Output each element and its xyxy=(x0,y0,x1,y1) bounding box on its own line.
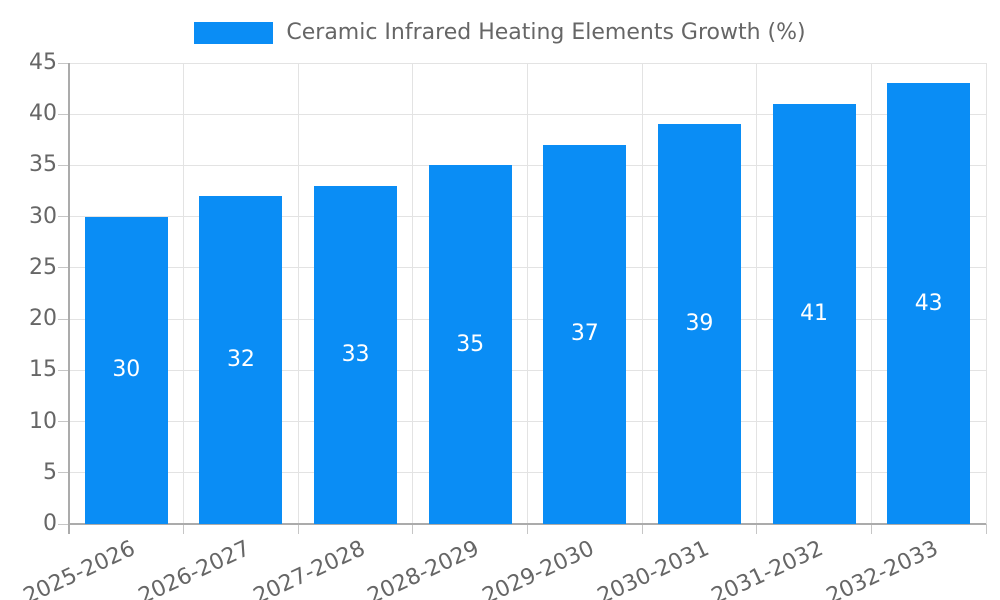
y-tick-mark xyxy=(58,472,69,474)
y-tick-mark xyxy=(58,523,69,525)
bar xyxy=(772,103,856,524)
bar xyxy=(428,165,512,524)
bar xyxy=(887,83,971,524)
bar-value-label: 35 xyxy=(456,331,485,357)
x-tick-mark xyxy=(641,524,643,534)
x-tick-mark xyxy=(183,524,185,534)
x-tick-mark xyxy=(297,524,299,534)
v-gridline xyxy=(527,63,528,524)
y-tick-label: 5 xyxy=(43,459,57,485)
bar-value-label: 43 xyxy=(914,290,943,316)
y-tick-mark xyxy=(58,318,69,320)
v-gridline xyxy=(756,63,758,524)
x-tick-mark xyxy=(870,524,872,534)
v-gridline xyxy=(641,63,643,524)
y-tick-label: 25 xyxy=(29,254,57,280)
y-tick-label: 20 xyxy=(29,306,57,332)
x-tick-label: 2031-2032 xyxy=(707,536,828,600)
legend-label: Ceramic Infrared Heating Elements Growth… xyxy=(286,20,806,45)
bar xyxy=(199,196,283,524)
bar-value-label: 39 xyxy=(685,311,714,337)
x-tick-label: 2030-2031 xyxy=(593,536,713,600)
y-tick-mark xyxy=(58,216,69,218)
x-tick-label: 2025-2026 xyxy=(20,536,140,600)
v-gridline xyxy=(412,63,414,524)
y-tick-label: 45 xyxy=(29,50,57,75)
y-tick-label: 40 xyxy=(29,101,57,127)
x-tick-label: 2027-2028 xyxy=(249,536,369,600)
legend-swatch xyxy=(194,22,274,44)
y-tick-label: 10 xyxy=(29,408,57,434)
chart-legend[interactable]: Ceramic Infrared Heating Elements Growth… xyxy=(0,18,1000,48)
v-gridline xyxy=(297,63,299,524)
y-tick-mark xyxy=(58,369,69,371)
y-tick-mark xyxy=(58,113,69,115)
v-gridline xyxy=(985,63,987,524)
x-tick-label: 2029-2030 xyxy=(478,536,598,600)
bar-value-label: 32 xyxy=(226,347,255,373)
y-tick-label: 15 xyxy=(29,357,57,383)
x-tick-mark xyxy=(527,524,528,534)
y-axis-line xyxy=(67,63,70,534)
x-tick-label: 2032-2033 xyxy=(822,536,942,600)
y-tick-label: 35 xyxy=(29,152,57,178)
y-tick-mark xyxy=(58,421,69,423)
bar xyxy=(657,124,741,524)
bar xyxy=(314,185,398,524)
bar xyxy=(84,216,168,524)
v-gridline xyxy=(870,63,872,524)
bar-value-label: 30 xyxy=(112,357,141,383)
y-tick-label: 30 xyxy=(29,203,57,229)
x-tick-label: 2026-2027 xyxy=(134,536,255,600)
y-tick-mark xyxy=(58,62,69,64)
v-gridline xyxy=(183,63,185,524)
x-tick-mark xyxy=(985,524,987,534)
x-axis-line xyxy=(69,522,986,525)
bar-value-label: 33 xyxy=(341,341,370,367)
bar-value-label: 41 xyxy=(800,300,829,326)
y-tick-label: 0 xyxy=(43,511,57,536)
x-tick-label: 2028-2029 xyxy=(364,536,484,600)
x-tick-mark xyxy=(756,524,758,534)
x-tick-mark xyxy=(412,524,414,534)
y-tick-mark xyxy=(58,164,69,166)
bar xyxy=(543,144,627,524)
y-tick-mark xyxy=(58,267,69,269)
bar-value-label: 37 xyxy=(570,321,599,347)
